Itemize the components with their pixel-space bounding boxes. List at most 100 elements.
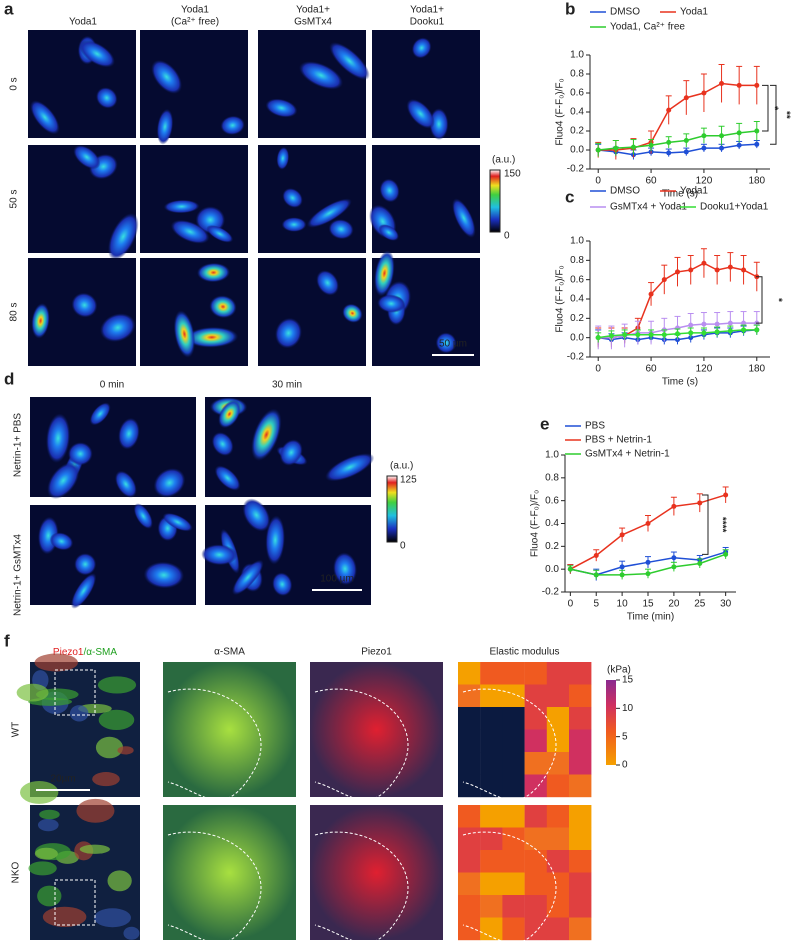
tissue [92, 772, 120, 787]
modulus-cell [502, 707, 525, 730]
modulus-cell [546, 752, 570, 775]
modulus-cell [569, 850, 592, 873]
data-point [701, 330, 707, 336]
tissue [37, 885, 62, 907]
modulus-cell [524, 827, 547, 851]
legend-label: DMSO [610, 7, 640, 18]
modulus-cell [458, 850, 481, 873]
colorbar-unit: (a.u.) [390, 461, 413, 472]
outline [314, 831, 409, 944]
cell [374, 250, 395, 297]
cell [276, 146, 290, 170]
cell [118, 417, 140, 450]
cell [100, 313, 136, 343]
scale-bar-label: 100 µm [320, 574, 354, 585]
data-point [630, 144, 636, 150]
data-point [683, 95, 689, 101]
x-tick-label: 5 [593, 599, 599, 610]
data-point [754, 128, 760, 134]
column-label-part: Piezo1 [53, 647, 84, 658]
data-point [645, 521, 651, 526]
data-point [688, 267, 694, 273]
data-point [661, 332, 667, 338]
colorbar-unit: (kPa) [607, 665, 631, 676]
modulus-cell [524, 729, 547, 753]
significance-label: ** [780, 111, 791, 119]
row-label: WT [11, 722, 22, 738]
roi-box [54, 669, 96, 716]
x-tick-label: 0 [595, 364, 601, 375]
modulus-cell [546, 827, 570, 851]
colorbar [489, 169, 501, 233]
panel-label: d [4, 369, 14, 388]
x-tick-label: 30 [720, 599, 732, 610]
column-label: Yoda1 [181, 5, 209, 16]
modulus-cell [502, 827, 525, 851]
modulus-cell [458, 752, 481, 775]
cell [378, 224, 400, 241]
tissue [107, 870, 132, 892]
data-point [701, 321, 707, 327]
row-label: 50 s [9, 190, 20, 209]
cell [170, 219, 210, 244]
y-tick-label: -0.2 [567, 164, 585, 175]
modulus-cell [569, 917, 592, 941]
modulus-cell [569, 774, 592, 798]
cell [272, 572, 293, 597]
panel-label: e [540, 414, 549, 433]
y-tick-label: -0.2 [542, 587, 560, 598]
modulus-cell [524, 662, 547, 685]
row-label: 0 s [9, 77, 20, 90]
tissue [79, 844, 110, 854]
modulus-cell [458, 917, 481, 941]
x-tick-label: 0 [595, 176, 601, 187]
modulus-cell [546, 729, 570, 753]
cell [265, 515, 285, 565]
legend-label: Yoda1, Ca²⁺ free [610, 22, 685, 33]
modulus-cell [569, 752, 592, 775]
cell [328, 219, 354, 240]
cell [429, 108, 449, 140]
cell [242, 498, 271, 532]
x-tick-label: 20 [668, 599, 680, 610]
cell [196, 262, 231, 283]
cell [379, 178, 400, 203]
y-tick-label: 0.2 [570, 126, 584, 137]
modulus-cell [480, 827, 503, 851]
y-tick-label: 0.4 [545, 518, 559, 529]
modulus-cell [480, 662, 503, 685]
modulus-cell [502, 805, 525, 828]
cell [71, 292, 98, 318]
data-point [714, 267, 720, 273]
y-tick-label: 0.0 [570, 332, 584, 343]
tissue [34, 847, 58, 860]
data-point [595, 147, 601, 153]
data-point [727, 264, 733, 270]
legend-label: Yoda1 [680, 7, 708, 18]
cell [151, 59, 183, 94]
data-point [675, 269, 680, 275]
cell [220, 115, 245, 135]
y-axis-label: Fluo4 (F-F₀)/F₀ [555, 78, 566, 145]
modulus-cell [480, 707, 503, 730]
modulus-cell [569, 895, 592, 918]
data-point [619, 564, 625, 570]
data-point [671, 503, 677, 509]
data-point [697, 500, 703, 506]
modulus-cell [458, 827, 481, 851]
y-tick-label: 0.8 [545, 472, 559, 483]
y-tick-label: 0.4 [570, 294, 584, 305]
column-label: Elastic modulus [489, 647, 559, 658]
cell [206, 225, 234, 243]
x-axis-label: Time (s) [662, 377, 698, 388]
significance-label: * [768, 106, 779, 110]
data-point [671, 564, 677, 570]
micrograph [258, 30, 366, 138]
modulus-cell [524, 872, 547, 896]
modulus-cell [458, 662, 481, 685]
data-point [701, 260, 707, 266]
modulus-cell [480, 805, 503, 828]
y-tick-label: 0.0 [545, 564, 559, 575]
column-label-part: /α-SMA [84, 647, 118, 658]
modulus-cell [524, 707, 547, 730]
